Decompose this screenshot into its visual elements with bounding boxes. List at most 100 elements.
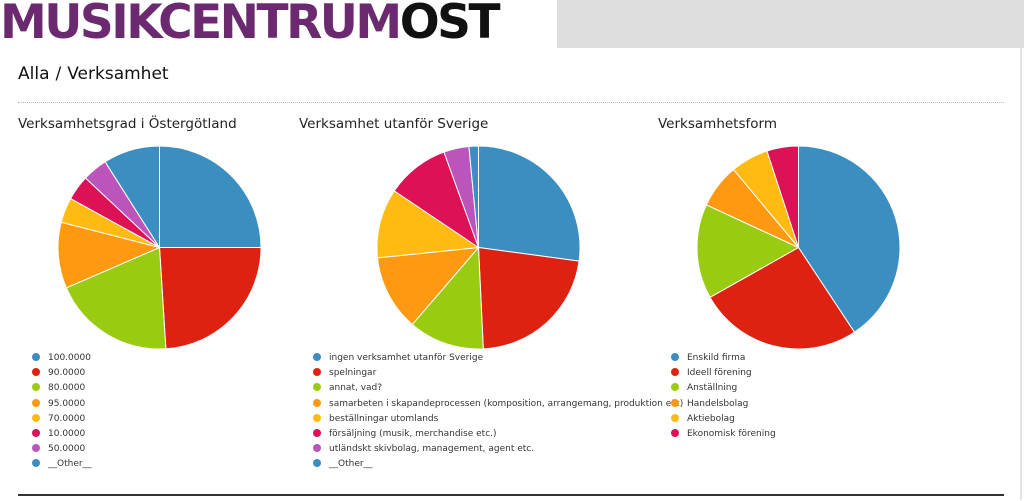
legend-verksamhetsgrad: 100.0000 90.0000 80.0000 95.0000 70.0000 10.0… bbox=[32, 351, 92, 473]
pie-slice[interactable] bbox=[104, 145, 160, 250]
legend-item[interactable]: ingen verksamhet utanför Sverige bbox=[313, 351, 683, 366]
legend-label: ingen verksamhet utanför Sverige bbox=[329, 353, 484, 363]
section-divider bbox=[18, 102, 1004, 103]
pie-slice[interactable] bbox=[376, 190, 480, 259]
legend-item[interactable]: spelningar bbox=[313, 366, 683, 381]
legend-utanfor-sverige: ingen verksamhet utanför Sverige spelning… bbox=[313, 351, 683, 473]
legend-label: __Other__ bbox=[329, 459, 373, 470]
pie-slice[interactable] bbox=[411, 246, 484, 350]
legend-label: Ekonomisk förening bbox=[687, 428, 776, 439]
legend-label: 70.0000 bbox=[48, 413, 86, 424]
chart-title-verksamhetsgrad: Verksamhetsgrad i Östergötland bbox=[18, 116, 237, 132]
legend-item[interactable]: 90.0000 bbox=[32, 366, 92, 381]
pie-chart-verksamhetsform bbox=[696, 145, 901, 350]
legend-item[interactable]: samarbeten i skapandeprocessen (komposit… bbox=[313, 397, 683, 412]
breadcrumb-separator: / bbox=[55, 64, 62, 84]
pie-slice[interactable] bbox=[376, 246, 480, 326]
legend-label: beställningar utomlands bbox=[329, 413, 439, 424]
legend-label: __Other__ bbox=[48, 459, 92, 470]
legend-item[interactable]: Aktiebolag bbox=[671, 412, 776, 427]
legend-item[interactable]: Enskild firma bbox=[671, 351, 776, 366]
legend-swatch bbox=[671, 353, 679, 361]
legend-swatch bbox=[313, 398, 321, 407]
site-logo[interactable]: MUSIKCENTRUMÖST bbox=[0, 0, 501, 50]
pie-slice[interactable] bbox=[468, 145, 479, 248]
legend-swatch bbox=[313, 428, 321, 437]
legend-item[interactable]: __Other__ bbox=[313, 457, 683, 472]
legend-label: försäljning (musik, merchandise etc.) bbox=[329, 428, 497, 439]
legend-swatch bbox=[313, 368, 321, 377]
legend-item[interactable]: 95.0000 bbox=[32, 397, 92, 412]
legend-swatch bbox=[313, 413, 321, 422]
legend-swatch bbox=[671, 368, 679, 377]
breadcrumb-current: Verksamhet bbox=[67, 64, 169, 84]
breadcrumb: Alla / Verksamhet bbox=[18, 64, 169, 84]
legend-swatch bbox=[671, 413, 679, 422]
legend-item[interactable]: beställningar utomlands bbox=[313, 412, 683, 427]
pie-chart-utanfor-sverige bbox=[376, 145, 581, 350]
logo-text-musikcentrum: MUSIKCENTRUM bbox=[0, 0, 402, 50]
logo-text-ost: ÖST bbox=[399, 0, 501, 50]
legend-swatch bbox=[32, 368, 40, 377]
legend-label: utländskt skivbolag, management, agent e… bbox=[329, 444, 535, 455]
pie-slice[interactable] bbox=[478, 145, 581, 262]
pie-chart-verksamhetsgrad bbox=[57, 145, 262, 350]
legend-item[interactable]: 70.0000 bbox=[32, 412, 92, 427]
legend-item[interactable]: 50.0000 bbox=[32, 442, 92, 457]
legend-swatch bbox=[313, 353, 321, 361]
legend-label: 10.0000 bbox=[48, 428, 86, 439]
legend-swatch bbox=[32, 398, 40, 407]
breadcrumb-root-link[interactable]: Alla bbox=[18, 64, 50, 84]
legend-label: Handelsbolag bbox=[687, 398, 749, 409]
footer-divider bbox=[18, 494, 1004, 496]
pie-slice[interactable] bbox=[709, 246, 856, 350]
legend-item[interactable]: Ideell förening bbox=[671, 366, 776, 381]
legend-swatch bbox=[313, 444, 321, 453]
legend-label: annat, vad? bbox=[329, 383, 383, 394]
legend-item[interactable]: Ekonomisk förening bbox=[671, 427, 776, 442]
chart-title-verksamhetsform: Verksamhetsform bbox=[658, 116, 777, 132]
legend-swatch bbox=[32, 444, 40, 453]
legend-item[interactable]: Handelsbolag bbox=[671, 397, 776, 412]
legend-item[interactable]: försäljning (musik, merchandise etc.) bbox=[313, 427, 683, 442]
pie-slice[interactable] bbox=[65, 246, 167, 350]
legend-label: 80.0000 bbox=[48, 383, 86, 394]
pie-slice[interactable] bbox=[477, 246, 580, 350]
legend-swatch bbox=[671, 398, 679, 407]
legend-swatch bbox=[32, 383, 40, 392]
legend-swatch bbox=[32, 413, 40, 422]
legend-swatch bbox=[32, 459, 40, 468]
pie-slice[interactable] bbox=[696, 204, 800, 299]
legend-label: 50.0000 bbox=[48, 444, 86, 455]
chart-title-utanfor-sverige: Verksamhet utanför Sverige bbox=[299, 116, 489, 132]
legend-label: spelningar bbox=[329, 368, 377, 379]
legend-item[interactable]: 80.0000 bbox=[32, 381, 92, 396]
legend-label: samarbeten i skapandeprocessen (komposit… bbox=[329, 398, 684, 409]
legend-label: Anställning bbox=[687, 383, 738, 394]
legend-item[interactable]: __Other__ bbox=[32, 457, 92, 472]
legend-verksamhetsform: Enskild firma Ideell förening Anställning H… bbox=[671, 351, 776, 442]
legend-label: 95.0000 bbox=[48, 398, 86, 409]
legend-swatch bbox=[32, 353, 40, 361]
legend-swatch bbox=[313, 383, 321, 392]
content-area bbox=[0, 48, 1022, 500]
legend-swatch bbox=[32, 428, 40, 437]
legend-label: 100.0000 bbox=[48, 353, 91, 363]
legend-item[interactable]: annat, vad? bbox=[313, 381, 683, 396]
legend-label: 90.0000 bbox=[48, 368, 86, 379]
legend-item[interactable]: Anställning bbox=[671, 381, 776, 396]
pie-slice[interactable] bbox=[158, 247, 262, 350]
legend-swatch bbox=[671, 428, 679, 437]
legend-label: Ideell förening bbox=[687, 368, 752, 379]
legend-swatch bbox=[313, 459, 321, 468]
legend-label: Aktiebolag bbox=[687, 413, 735, 424]
pie-slice[interactable] bbox=[766, 145, 799, 248]
legend-item[interactable]: 10.0000 bbox=[32, 427, 92, 442]
site-header: MUSIKCENTRUMÖST bbox=[0, 0, 1024, 50]
header-bar bbox=[557, 0, 1024, 48]
legend-swatch bbox=[671, 383, 679, 392]
legend-item[interactable]: 100.0000 bbox=[32, 351, 92, 366]
legend-item[interactable]: utländskt skivbolag, management, agent e… bbox=[313, 442, 683, 457]
legend-label: Enskild firma bbox=[687, 353, 746, 363]
pie-slice[interactable] bbox=[159, 145, 262, 248]
